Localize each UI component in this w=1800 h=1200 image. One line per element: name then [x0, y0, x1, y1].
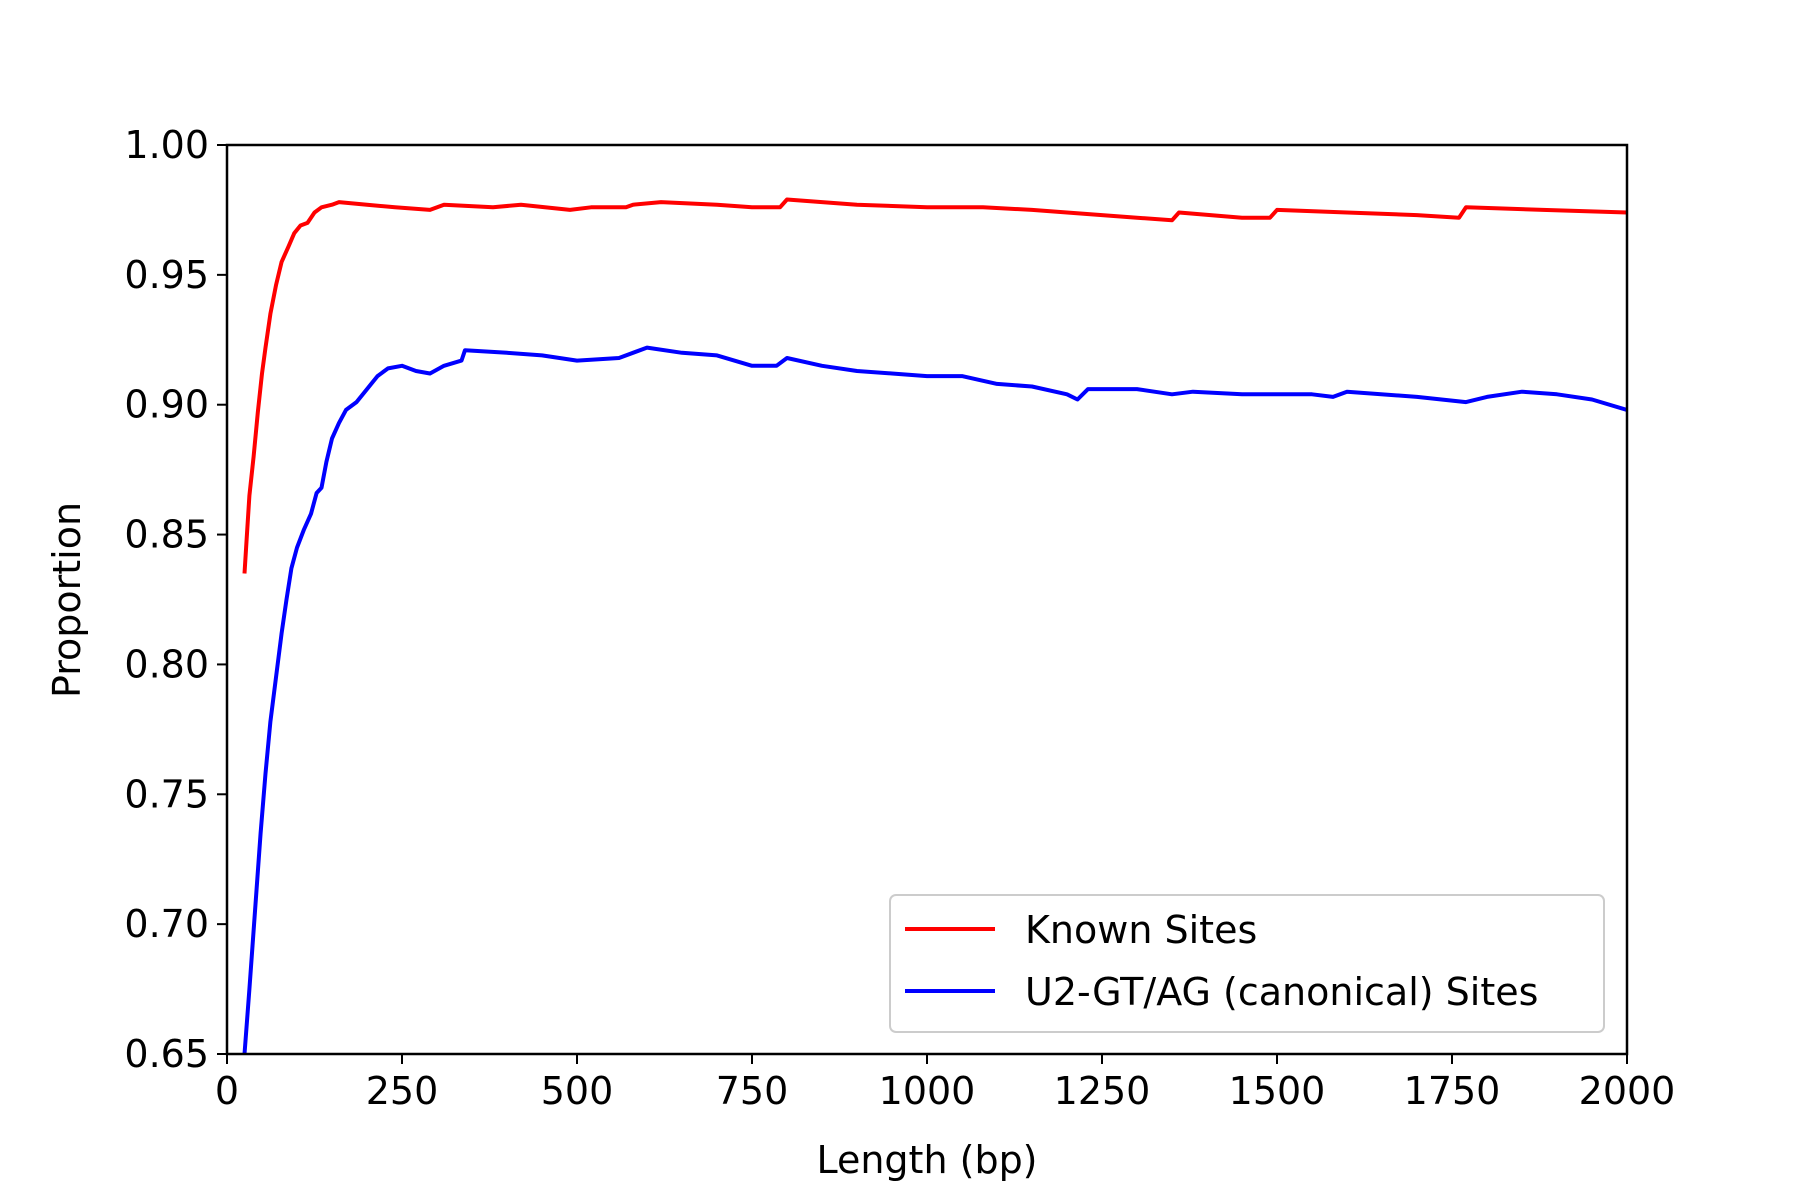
x-axis: 0 250 500 750 1000 1250 1500 1750 2000 [215, 1054, 1675, 1113]
legend: Known Sites U2-GT/AG (canonical) Sites [889, 894, 1605, 1033]
y-tick-label: 0.75 [124, 772, 209, 816]
y-axis-label: Proportion [45, 502, 89, 698]
x-tick-label: 250 [366, 1069, 439, 1113]
x-tick-label: 2000 [1579, 1069, 1676, 1113]
series-layer [242, 197, 1627, 1054]
x-tick-label: 1500 [1229, 1069, 1326, 1113]
x-tick-label: 750 [716, 1069, 789, 1113]
x-tick-label: 500 [541, 1069, 614, 1113]
x-tick-label: 1750 [1404, 1069, 1501, 1113]
y-tick-label: 0.95 [124, 253, 209, 297]
x-tick-label: 0 [215, 1069, 239, 1113]
legend-label-u2-gtag-sites: U2-GT/AG (canonical) Sites [1025, 970, 1538, 1014]
x-tick-label: 1250 [1054, 1069, 1151, 1113]
y-tick-label: 0.65 [124, 1032, 209, 1076]
legend-label-known-sites: Known Sites [1025, 908, 1257, 952]
legend-box [889, 894, 1605, 1033]
y-tick-label: 0.80 [124, 642, 209, 686]
y-tick-label: 0.90 [124, 383, 209, 427]
y-tick-label: 1.00 [124, 123, 209, 167]
series-line-1 [242, 345, 1627, 1054]
x-axis-label: Length (bp) [816, 1138, 1037, 1182]
x-tick-label: 1000 [879, 1069, 976, 1113]
y-axis: 0.65 0.70 0.75 0.80 0.85 0.90 0.95 1.00 [124, 123, 227, 1076]
series-line-0 [242, 197, 1627, 574]
y-tick-label: 0.85 [124, 513, 209, 557]
y-tick-label: 0.70 [124, 902, 209, 946]
